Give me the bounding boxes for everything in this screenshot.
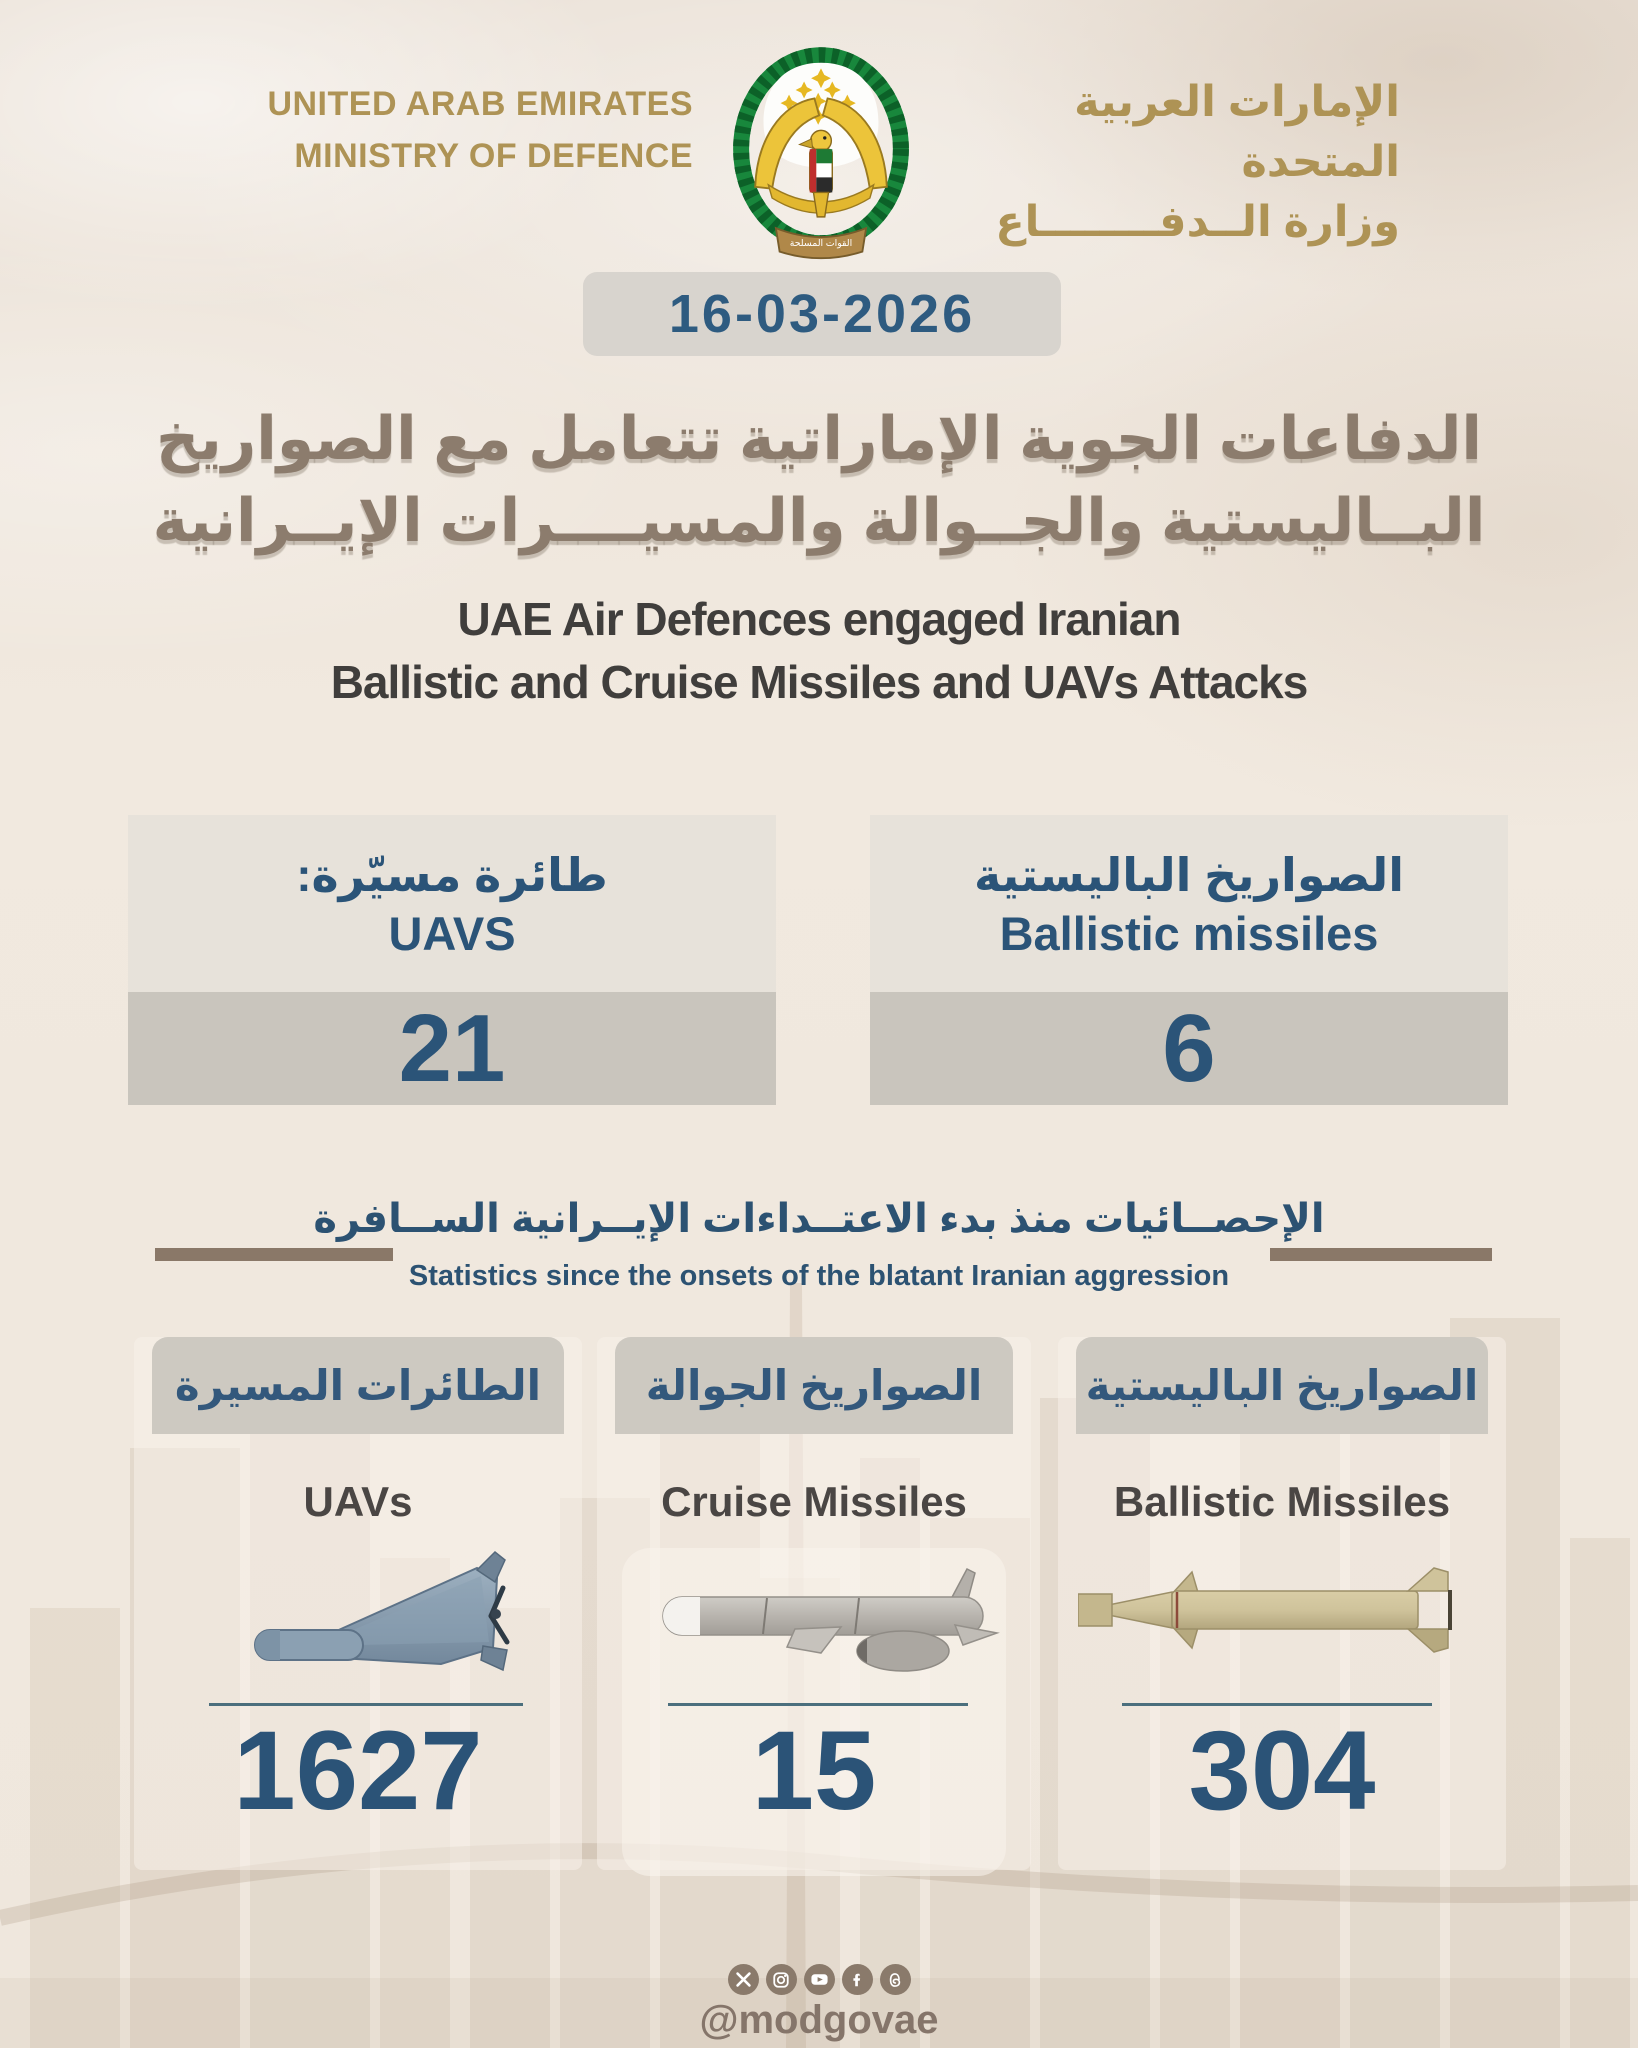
stat-value: 21 — [398, 994, 506, 1102]
emblem-banner-text: القوات المسلحة — [790, 237, 853, 248]
org-en-line1: UNITED ARAB EMIRATES — [267, 85, 693, 123]
social-icons-row — [0, 1964, 1638, 1995]
threads-icon — [879, 1964, 911, 1995]
divider-bar-right — [1270, 1248, 1492, 1261]
column-uavs-header-band: الطائرات المسيرة — [152, 1337, 564, 1434]
headline-en-line2: Ballistic and Cruise Missiles and UAVs A… — [330, 656, 1309, 708]
column-title-arabic: الصواريخ الجوالة — [645, 1362, 983, 1409]
youtube-icon — [803, 1964, 835, 1995]
column-cruise-header-band: الصواريخ الجوالة — [615, 1337, 1013, 1434]
ministry-name-english: UNITED ARAB EMIRATES MINISTRY OF DEFENCE — [267, 78, 693, 182]
column-title-english: Cruise Missiles — [661, 1478, 967, 1525]
number-rule — [209, 1703, 523, 1706]
column-title-english: Ballistic Missiles — [1113, 1478, 1451, 1525]
date-badge: 16-03-2026 — [583, 272, 1061, 356]
stat-value-band: 21 — [128, 992, 776, 1105]
headline-en-line1: UAE Air Defences engaged Iranian — [457, 593, 1182, 645]
instagram-icon — [765, 1964, 797, 1995]
social-handle: @modgovae — [699, 1998, 939, 2042]
ballistic-missile-image — [1078, 1567, 1452, 1653]
facebook-icon — [841, 1964, 873, 1995]
divider-title-english: Statistics since the onsets of the blata… — [408, 1260, 1230, 1292]
headline-ar-line2: البــاليستية والجــوالة والمسيــــرات ال… — [152, 487, 1486, 554]
column-value: 15 — [751, 1708, 877, 1833]
org-ar-line2: وزارة الــدفــــــــاع — [995, 198, 1400, 246]
ministry-name-arabic: الإمارات العربية المتحدة وزارة الــدفـــ… — [942, 72, 1400, 252]
stat-label-english: Ballistic missiles — [999, 906, 1379, 960]
org-ar-line1: الإمارات العربية المتحدة — [1074, 78, 1400, 186]
number-rule — [1122, 1703, 1432, 1706]
stat-label-arabic: الصواريخ الباليستية — [973, 848, 1405, 901]
column-value: 1627 — [233, 1708, 483, 1833]
stat-label-english: UAVS — [388, 906, 516, 960]
headline-ar-line1: الدفاعات الجوية الإماراتية تتعامل مع الص… — [155, 405, 1482, 472]
column-title-arabic: الطائرات المسيرة — [174, 1362, 542, 1409]
uav-drone-image — [254, 1550, 510, 1672]
column-title-arabic: الصواريخ الباليستية — [1085, 1362, 1479, 1409]
stat-value-band: 6 — [870, 992, 1508, 1105]
column-title-english: UAVs — [303, 1478, 413, 1525]
stat-box-uavs-labels: طائرة مسيّرة: UAVS — [128, 815, 776, 992]
stat-box-ballistic-labels: الصواريخ الباليستية Ballistic missiles — [870, 815, 1508, 992]
divider-title-arabic: الإحصــائيات منذ بدء الاعتــداءات الإيــ… — [313, 1197, 1325, 1241]
divider-bar-left — [155, 1248, 393, 1261]
headline-arabic: الدفاعات الجوية الإماراتية تتعامل مع الص… — [0, 398, 1638, 562]
column-ballistic-header-band: الصواريخ الباليستية — [1076, 1337, 1488, 1434]
org-en-line2: MINISTRY OF DEFENCE — [294, 137, 693, 175]
uae-armed-forces-emblem: القوات المسلحة — [733, 47, 909, 260]
emblem-eagle — [754, 97, 888, 218]
cruise-missile-image — [662, 1568, 1000, 1672]
stat-label-arabic: طائرة مسيّرة: — [296, 848, 608, 901]
stat-box-ballistic-missiles: الصواريخ الباليستية Ballistic missiles 6 — [870, 815, 1508, 1105]
stat-value: 6 — [1162, 994, 1216, 1102]
column-uavs: الطائرات المسيرة UAVs 1627 — [134, 1337, 582, 1870]
headline-english: UAE Air Defences engaged Iranian Ballist… — [0, 588, 1638, 714]
stat-box-uavs: طائرة مسيّرة: UAVS 21 — [128, 815, 776, 1105]
column-value: 304 — [1188, 1708, 1376, 1833]
x-icon — [727, 1964, 759, 1995]
number-rule — [668, 1703, 968, 1706]
